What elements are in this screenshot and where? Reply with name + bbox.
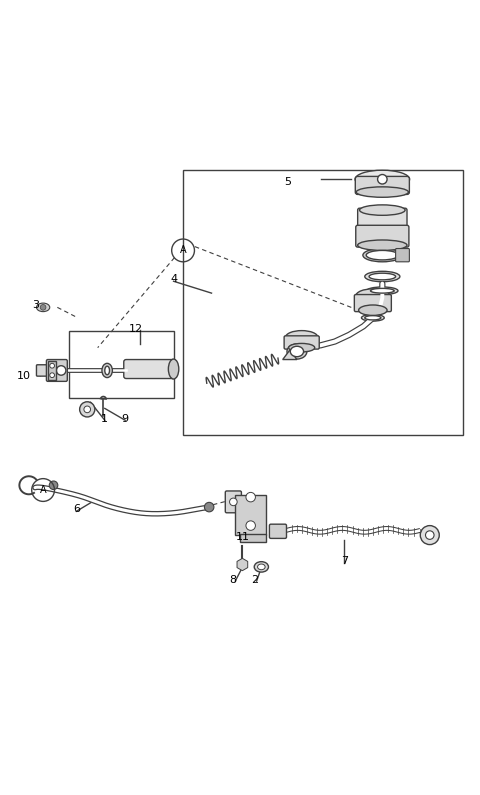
Bar <box>183 170 463 436</box>
FancyBboxPatch shape <box>124 359 176 378</box>
Bar <box>235 494 266 535</box>
Circle shape <box>246 521 255 530</box>
Text: 1: 1 <box>101 414 108 424</box>
Ellipse shape <box>365 316 381 320</box>
Ellipse shape <box>355 170 409 188</box>
Text: 4: 4 <box>170 274 177 284</box>
Text: 5: 5 <box>284 176 291 187</box>
FancyBboxPatch shape <box>269 524 287 538</box>
Circle shape <box>420 525 439 545</box>
Text: 6: 6 <box>73 504 80 514</box>
Ellipse shape <box>254 561 268 572</box>
Circle shape <box>246 492 255 502</box>
Ellipse shape <box>359 305 387 316</box>
Circle shape <box>49 481 58 490</box>
Circle shape <box>204 502 214 512</box>
Ellipse shape <box>369 273 396 280</box>
FancyBboxPatch shape <box>355 176 409 195</box>
Ellipse shape <box>363 249 402 262</box>
FancyBboxPatch shape <box>354 294 391 312</box>
Circle shape <box>425 531 434 539</box>
Text: 3: 3 <box>33 300 39 310</box>
Circle shape <box>84 406 91 413</box>
FancyBboxPatch shape <box>284 335 319 349</box>
Text: 10: 10 <box>17 371 31 381</box>
FancyBboxPatch shape <box>396 249 409 262</box>
Ellipse shape <box>360 205 405 215</box>
Circle shape <box>378 175 387 184</box>
Ellipse shape <box>258 564 265 570</box>
Ellipse shape <box>356 289 390 303</box>
Ellipse shape <box>288 343 315 352</box>
Text: 2: 2 <box>251 575 258 585</box>
Ellipse shape <box>367 287 398 294</box>
Circle shape <box>50 373 55 378</box>
Polygon shape <box>283 350 297 359</box>
Text: 8: 8 <box>229 575 237 585</box>
Ellipse shape <box>361 315 384 321</box>
FancyBboxPatch shape <box>356 225 409 247</box>
FancyBboxPatch shape <box>358 208 407 231</box>
Text: 9: 9 <box>121 414 129 424</box>
Circle shape <box>229 498 237 506</box>
Ellipse shape <box>371 289 394 293</box>
Circle shape <box>50 363 55 368</box>
Circle shape <box>56 366 66 375</box>
FancyBboxPatch shape <box>225 491 241 513</box>
Bar <box>240 533 266 542</box>
Text: 11: 11 <box>235 533 250 542</box>
Ellipse shape <box>286 331 318 344</box>
Ellipse shape <box>168 359 179 379</box>
FancyBboxPatch shape <box>36 365 49 376</box>
Ellipse shape <box>356 187 408 197</box>
Ellipse shape <box>366 250 398 260</box>
Ellipse shape <box>358 240 407 250</box>
Text: A: A <box>180 246 186 255</box>
Ellipse shape <box>290 347 303 357</box>
Text: 12: 12 <box>129 324 143 334</box>
Text: 7: 7 <box>341 556 348 566</box>
Ellipse shape <box>287 344 307 359</box>
Ellipse shape <box>102 363 112 378</box>
Ellipse shape <box>36 303 50 312</box>
Ellipse shape <box>105 366 109 374</box>
Text: A: A <box>40 485 47 495</box>
FancyBboxPatch shape <box>47 359 67 382</box>
Ellipse shape <box>365 271 400 281</box>
Bar <box>48 361 56 380</box>
Bar <box>69 331 174 398</box>
Circle shape <box>40 304 46 310</box>
Circle shape <box>80 401 95 417</box>
